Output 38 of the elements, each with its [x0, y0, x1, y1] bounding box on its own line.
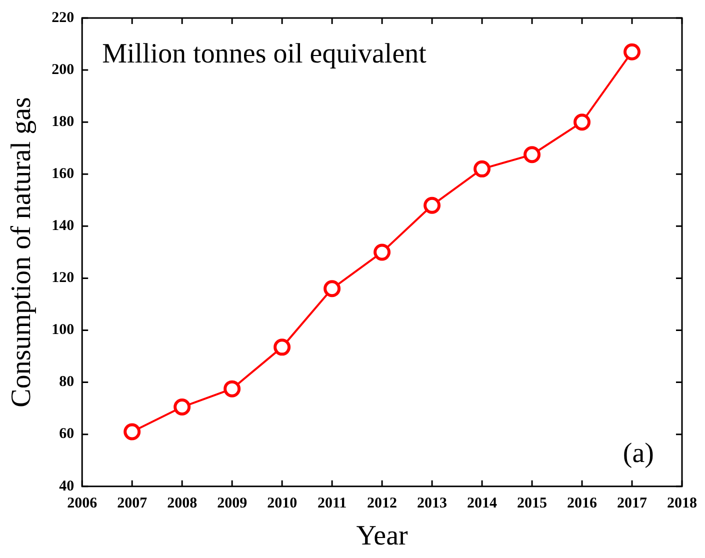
x-tick-label: 2009: [217, 495, 248, 512]
point: [524, 146, 541, 164]
x-tick-label: 2008: [167, 495, 198, 512]
x-tick-label: 2015: [517, 495, 548, 512]
y-tick-label: 180: [52, 114, 74, 130]
y-axis-title: Consumption of natural gas: [6, 97, 38, 408]
x-tick-label: 2017: [617, 495, 648, 512]
x-tick-label: 2016: [567, 495, 598, 512]
x-tick-label: 2011: [317, 495, 347, 512]
x-axis-title: Year: [356, 520, 409, 552]
x-tick-label: 2014: [467, 495, 498, 512]
point: [624, 43, 641, 60]
point: [124, 423, 141, 440]
point: [574, 114, 591, 131]
y-tick-label: 140: [52, 218, 74, 234]
x-tick-label: 2013: [417, 495, 448, 512]
x-tick-label: 2006: [67, 495, 98, 512]
y-tick-label: 220: [52, 10, 74, 26]
annotation: (a): [622, 438, 654, 469]
y-tick-label: 100: [52, 322, 74, 338]
point: [374, 244, 391, 261]
x-tick-label: 2007: [117, 495, 148, 512]
point: [424, 196, 441, 214]
x-tick-label: 2010: [267, 495, 298, 512]
y-tick-label: 120: [52, 270, 74, 286]
y-tick-label: 60: [59, 426, 74, 442]
y-tick-label: 160: [52, 166, 74, 182]
point: [224, 380, 241, 398]
point: [474, 160, 491, 178]
x-tick-label: 2018: [667, 495, 697, 512]
point: [274, 338, 291, 356]
y-tick-label: 200: [52, 62, 74, 78]
y-tick-label: 40: [59, 478, 74, 494]
x-tick-label: 2012: [367, 495, 398, 512]
point: [324, 280, 341, 298]
y-tick-label: 80: [59, 374, 74, 390]
point: [174, 398, 191, 416]
annotation: Million tonnes oil equivalent: [102, 38, 427, 70]
